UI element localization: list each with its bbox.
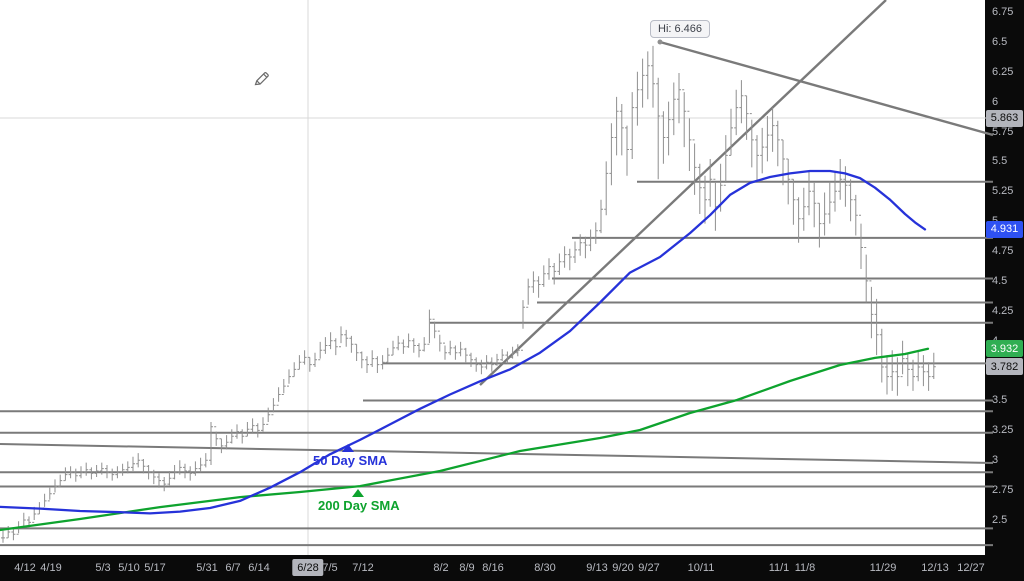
date-tick-label: 5/17 (144, 562, 166, 574)
date-tick-label: 9/27 (638, 562, 660, 574)
price-tick-label: 5.75 (992, 125, 1014, 138)
sma50-line[interactable] (0, 169, 927, 515)
sma200-label[interactable]: 200 Day SMA (318, 498, 400, 513)
price-tick-label: 5.5 (992, 155, 1008, 168)
trendline[interactable] (659, 40, 994, 137)
price-tick-label: 4.25 (992, 304, 1014, 317)
price-tick-label: 4.75 (992, 245, 1014, 258)
date-tick-label: 8/2 (433, 562, 449, 574)
date-tick-label: 8/30 (534, 562, 556, 574)
date-tick-label: 4/19 (40, 562, 62, 574)
sma50-marker-triangle-icon[interactable] (342, 444, 354, 452)
date-tick-label: 12/27 (957, 562, 985, 574)
date-tick-label: 8/9 (459, 562, 475, 574)
date-tick-label: 6/14 (248, 562, 270, 574)
price-tick-label: 6.75 (992, 6, 1014, 18)
price-tick-label: 6.5 (992, 35, 1008, 48)
crosshair-price-badge: 5.863 (986, 109, 1023, 127)
price-tick-label: 6 (992, 95, 999, 108)
date-tick-label: 11/1 (768, 562, 790, 574)
sma200-line[interactable] (0, 347, 930, 532)
high-anchor-dot (657, 39, 663, 45)
date-tick-label: 10/11 (687, 562, 715, 574)
sma50-label[interactable]: 50 Day SMA (313, 453, 388, 468)
trendline[interactable] (479, 0, 887, 386)
crosshair-date-badge: 6/28 (292, 559, 324, 576)
pencil-cursor-icon (254, 72, 269, 86)
ohlc-bars-series[interactable] (1, 45, 936, 543)
price-tick-label: 2.75 (992, 484, 1014, 497)
date-tick-label: 5/31 (196, 562, 218, 574)
price-tick-label: 6.25 (992, 65, 1014, 78)
date-tick-label: 5/3 (95, 562, 111, 574)
sma50-last-value-badge: 4.931 (986, 220, 1023, 238)
date-tick-label: 11/29 (869, 562, 897, 574)
high-price-tooltip: Hi: 6.466 (650, 20, 711, 38)
price-tick-label: 3 (992, 454, 999, 467)
date-tick-label: 12/13 (921, 562, 949, 574)
sma200-marker-triangle-icon[interactable] (352, 489, 364, 497)
date-tick-label: 7/12 (352, 562, 374, 574)
sma200-last-value-badge: 3.932 (986, 340, 1023, 358)
date-tick-label: 8/16 (482, 562, 504, 574)
date-tick-label: 9/13 (586, 562, 608, 574)
price-tick-label: 3.25 (992, 424, 1014, 437)
last-price-badge: 3.782 (986, 358, 1023, 376)
price-tick-label: 3.5 (992, 394, 1008, 407)
price-tick-label: 4.5 (992, 274, 1008, 287)
date-tick-label: 4/12 (14, 562, 36, 574)
date-tick-label: 11/8 (794, 562, 816, 574)
trendline[interactable] (0, 443, 994, 464)
price-tick-label: 5.25 (992, 185, 1014, 198)
date-tick-label: 6/7 (225, 562, 241, 574)
date-tick-label: 7/5 (322, 562, 338, 574)
time-axis[interactable]: 4/12 4/19 5/3 5/10 5/17 5/31 6/7 6/14 7/5 7/12 8/2… (0, 555, 1024, 581)
date-tick-label: 5/10 (118, 562, 140, 574)
price-tick-label: 2.5 (992, 514, 1008, 526)
date-tick-label: 9/20 (612, 562, 634, 574)
